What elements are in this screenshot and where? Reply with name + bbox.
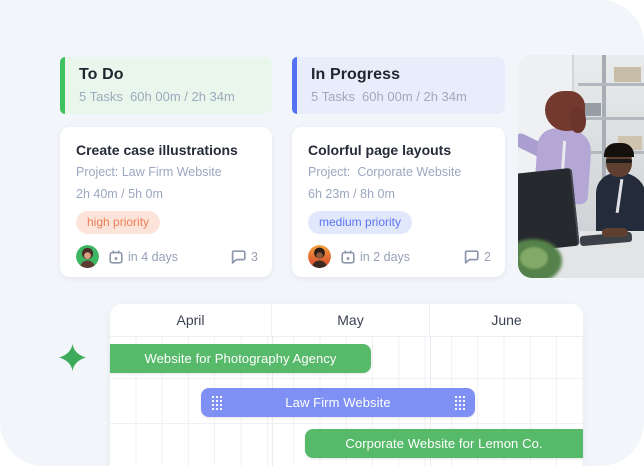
gantt-bar-label: Corporate Website for Lemon Co. bbox=[345, 436, 543, 451]
task-card-colorful-page-layouts[interactable]: Colorful page layouts Project: Corporate… bbox=[292, 127, 505, 277]
due-date: in 4 days bbox=[128, 249, 179, 264]
column-title: In Progress bbox=[311, 66, 401, 83]
card-footer: in 2 days 2 bbox=[308, 245, 491, 268]
priority-badge: high priority bbox=[76, 211, 161, 234]
photo-shelf bbox=[578, 83, 644, 86]
drag-handle-icon[interactable] bbox=[454, 395, 465, 410]
task-project: Project: Corporate Website bbox=[308, 165, 462, 179]
gantt-bar-label: Website for Photography Agency bbox=[144, 351, 337, 366]
column-header-todo: To Do 5 Tasks 60h 00m / 2h 34m bbox=[60, 57, 272, 114]
due-date: in 2 days bbox=[360, 249, 411, 264]
sparkle-icon bbox=[59, 344, 86, 371]
photo-box bbox=[614, 67, 641, 82]
column-meta: 5 Tasks 60h 00m / 2h 34m bbox=[79, 89, 235, 104]
calendar-icon bbox=[341, 250, 355, 264]
comment-count: 3 bbox=[251, 249, 258, 264]
assignee-avatar bbox=[76, 245, 99, 268]
gantt-header: April May June bbox=[110, 304, 583, 337]
task-title: Colorful page layouts bbox=[308, 142, 452, 158]
office-photo bbox=[518, 55, 644, 278]
photo-hand bbox=[602, 228, 628, 237]
gantt-bar-corporate-lemon[interactable]: Corporate Website for Lemon Co. bbox=[305, 429, 583, 458]
comment-count: 2 bbox=[484, 249, 491, 264]
photo-box bbox=[582, 103, 601, 116]
priority-badge: medium priority bbox=[308, 211, 413, 234]
task-time-logged: 2h 40m / 5h 0m bbox=[76, 187, 163, 201]
gantt-month-april: April bbox=[110, 304, 272, 336]
column-title: To Do bbox=[79, 66, 124, 83]
column-accent-todo bbox=[60, 57, 65, 114]
photo-man-hair bbox=[604, 143, 634, 157]
photo-shelf-post bbox=[602, 55, 606, 197]
task-time-logged: 6h 23m / 8h 0m bbox=[308, 187, 395, 201]
calendar-icon bbox=[109, 250, 123, 264]
row-divider bbox=[110, 378, 583, 379]
comments-button[interactable]: 2 bbox=[464, 250, 491, 264]
column-meta: 5 Tasks 60h 00m / 2h 34m bbox=[311, 89, 467, 104]
row-divider bbox=[110, 423, 583, 424]
comment-icon bbox=[464, 249, 479, 264]
comment-icon bbox=[231, 249, 246, 264]
column-accent-in-progress bbox=[292, 57, 297, 114]
drag-handle-icon[interactable] bbox=[211, 395, 222, 410]
assignee-avatar bbox=[308, 245, 331, 268]
gantt-bar-label: Law Firm Website bbox=[285, 395, 391, 410]
task-project: Project: Law Firm Website bbox=[76, 165, 222, 179]
gantt-month-june: June bbox=[491, 312, 522, 328]
comments-button[interactable]: 3 bbox=[231, 250, 258, 264]
gantt-chart: April May June Website for Photography A… bbox=[110, 304, 583, 466]
gantt-grid: Website for Photography Agency Law Firm … bbox=[110, 337, 583, 466]
gantt-month-may: May bbox=[272, 304, 430, 336]
card-footer: in 4 days 3 bbox=[76, 245, 258, 268]
task-title: Create case illustrations bbox=[76, 142, 238, 158]
column-header-in-progress: In Progress 5 Tasks 60h 00m / 2h 34m bbox=[292, 57, 505, 114]
task-card-create-case-illustrations[interactable]: Create case illustrations Project: Law F… bbox=[60, 127, 272, 277]
photo-plant bbox=[520, 247, 548, 269]
gantt-bar-law-firm[interactable]: Law Firm Website bbox=[201, 388, 475, 417]
gantt-bar-photography-agency[interactable]: Website for Photography Agency bbox=[110, 344, 371, 373]
photo-shelf bbox=[578, 117, 644, 120]
photo-man-glasses bbox=[606, 159, 632, 163]
photo-woman-hair bbox=[570, 107, 586, 133]
